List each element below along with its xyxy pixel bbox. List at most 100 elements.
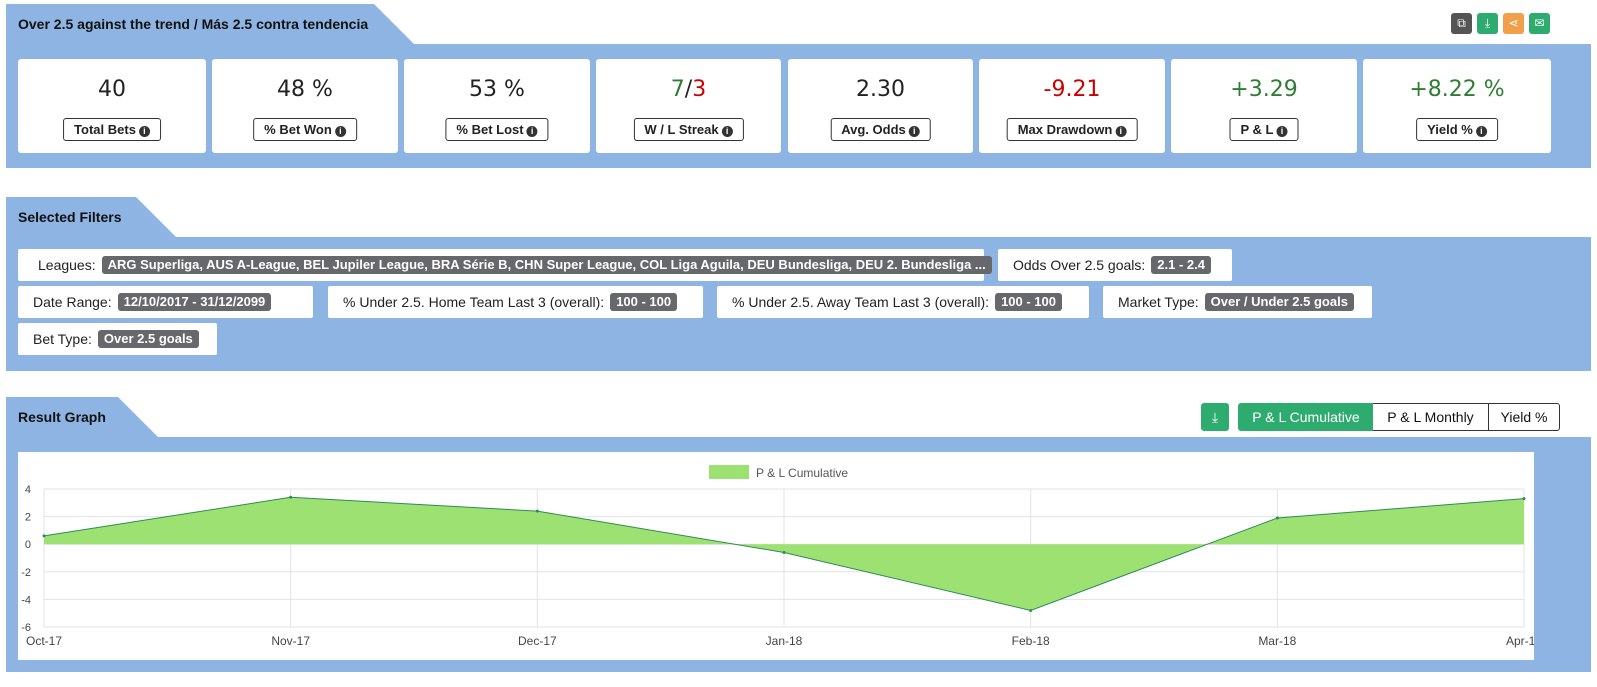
filter-odds-over-value: 2.1 - 2.4 bbox=[1151, 256, 1211, 274]
filter-leagues-value: ARG Superliga, AUS A-League, BEL Jupiler… bbox=[101, 256, 992, 274]
filter-market-type-value: Over / Under 2.5 goals bbox=[1204, 293, 1354, 311]
filters-panel: Leagues: ARG Superliga, AUS A-League, BEL… bbox=[6, 237, 1591, 371]
filter-under-away-label: % Under 2.5. Away Team Last 3 (overall): bbox=[732, 294, 990, 310]
data-point bbox=[1522, 497, 1526, 501]
data-point bbox=[289, 495, 293, 499]
y-tick-label: -4 bbox=[21, 594, 31, 606]
filter-bet-type: Bet Type: Over 2.5 goals bbox=[18, 323, 217, 355]
wl-streak-value: 7/3 bbox=[596, 77, 781, 102]
bet-lost-value: 53 % bbox=[469, 77, 525, 102]
y-tick-label: 4 bbox=[25, 484, 31, 496]
yield-button[interactable]: Yield % bbox=[1488, 403, 1560, 431]
x-tick-label: Oct-17 bbox=[26, 634, 62, 648]
x-tick-label: Nov-17 bbox=[271, 634, 310, 648]
bet-won-value: 48 % bbox=[277, 77, 333, 102]
filter-market-type-label: Market Type: bbox=[1118, 294, 1199, 310]
bet-lost-label: % Bet Lost bbox=[456, 122, 524, 137]
y-tick-label: 0 bbox=[25, 539, 31, 551]
stats-panel: 40 Total Bets i 48 %% Bet Won i 53 %% Bet Los… bbox=[6, 44, 1591, 168]
download-button[interactable]: ⤓ bbox=[1477, 13, 1498, 34]
pl-cumulative-button[interactable]: P & L Cumulative bbox=[1238, 403, 1374, 431]
filter-under-away-value: 100 - 100 bbox=[995, 293, 1062, 311]
mail-button[interactable]: ✉ bbox=[1529, 13, 1550, 34]
x-tick-label: Feb-18 bbox=[1012, 634, 1050, 648]
pl-value: +3.29 bbox=[1230, 77, 1298, 102]
avg-odds-value: 2.30 bbox=[856, 77, 905, 102]
filter-leagues: Leagues: ARG Superliga, AUS A-League, BEL… bbox=[18, 249, 992, 281]
data-point bbox=[1275, 516, 1279, 520]
win-streak: 7 bbox=[670, 77, 685, 102]
loss-streak: 3 bbox=[692, 77, 707, 102]
filter-date-range: Date Range: 12/10/2017 - 31/12/2099 bbox=[18, 286, 313, 318]
data-point bbox=[1029, 608, 1033, 612]
total-bets-value: 40 bbox=[98, 77, 126, 102]
pl-monthly-button[interactable]: P & L Monthly bbox=[1373, 403, 1489, 431]
total-bets-label-button[interactable]: Total Bets i bbox=[63, 118, 161, 141]
max-drawdown-value: -9.21 bbox=[1043, 77, 1101, 102]
info-icon[interactable]: i bbox=[1115, 126, 1127, 137]
pl-area bbox=[44, 497, 1524, 611]
download-icon: ⤓ bbox=[1211, 409, 1219, 425]
info-icon[interactable]: i bbox=[138, 126, 150, 137]
report-title: Over 2.5 against the trend / Más 2.5 con… bbox=[18, 16, 369, 32]
graph-tab: Result Graph bbox=[6, 397, 158, 437]
legend-label: P & L Cumulative bbox=[756, 466, 848, 480]
filter-bet-type-label: Bet Type: bbox=[33, 331, 92, 347]
filter-under-away: % Under 2.5. Away Team Last 3 (overall):… bbox=[717, 286, 1089, 318]
avg-odds-label: Avg. Odds bbox=[841, 122, 906, 137]
bet-won-card: 48 % % Bet Won i bbox=[212, 59, 398, 153]
info-icon[interactable]: i bbox=[1276, 126, 1288, 137]
copy-button[interactable]: ⧉ bbox=[1451, 13, 1472, 34]
total-bets-card: 40 Total Bets i bbox=[18, 59, 206, 153]
data-point bbox=[535, 509, 539, 513]
avg-odds-card: 2.30 Avg. Odds i bbox=[788, 59, 973, 153]
bet-won-label: % Bet Won bbox=[264, 122, 332, 137]
y-tick-label: -2 bbox=[21, 567, 31, 579]
chart-container: 4 2 0 -2 -4 -6 Oct-17 Nov-17 Dec-17 Jan-18 Feb-18 M… bbox=[18, 452, 1542, 660]
filter-date-range-value: 12/10/2017 - 31/12/2099 bbox=[117, 293, 272, 311]
info-icon[interactable]: i bbox=[721, 126, 733, 137]
y-tick-label: -6 bbox=[21, 622, 31, 634]
filter-leagues-label: Leagues: bbox=[38, 257, 96, 273]
x-tick-label: Dec-17 bbox=[518, 634, 557, 648]
avg-odds-label-button[interactable]: Avg. Odds i bbox=[830, 118, 931, 141]
max-drawdown-label-button[interactable]: Max Drawdown i bbox=[1006, 118, 1138, 141]
max-drawdown-card: -9.21 Max Drawdown i bbox=[979, 59, 1165, 153]
mail-icon: ✉ bbox=[1534, 16, 1545, 30]
filter-under-home-label: % Under 2.5. Home Team Last 3 (overall): bbox=[343, 294, 605, 310]
wl-streak-card: 7/3 W / L Streak i bbox=[596, 59, 781, 153]
data-point bbox=[42, 534, 46, 538]
yield-label-button[interactable]: Yield % i bbox=[1416, 118, 1498, 141]
filter-odds-over-label: Odds Over 2.5 goals: bbox=[1013, 257, 1146, 273]
wl-streak-label-button[interactable]: W / L Streak i bbox=[633, 118, 744, 141]
bet-lost-label-button[interactable]: % Bet Lost i bbox=[445, 118, 549, 141]
filter-under-home: % Under 2.5. Home Team Last 3 (overall):… bbox=[328, 286, 703, 318]
legend-swatch bbox=[709, 465, 749, 479]
yield-card: +8.22 % Yield % i bbox=[1363, 59, 1551, 153]
share-button[interactable]: ⋖ bbox=[1503, 13, 1524, 34]
data-point bbox=[782, 550, 786, 554]
graph-panel: 4 2 0 -2 -4 -6 Oct-17 Nov-17 Dec-17 Jan-18 Feb-18 M… bbox=[6, 437, 1591, 672]
filters-tab: Selected Filters bbox=[6, 197, 176, 237]
x-tick-label: Mar-18 bbox=[1258, 634, 1296, 648]
bet-won-label-button[interactable]: % Bet Won i bbox=[253, 118, 357, 141]
filter-bet-type-value: Over 2.5 goals bbox=[97, 330, 199, 348]
graph-download-button[interactable]: ⤓ bbox=[1201, 403, 1229, 431]
filter-date-range-label: Date Range: bbox=[33, 294, 112, 310]
info-icon[interactable]: i bbox=[1475, 126, 1487, 137]
x-tick-label: Apr-18 bbox=[1506, 634, 1534, 648]
wl-streak-label: W / L Streak bbox=[644, 122, 719, 137]
report-title-tab: Over 2.5 against the trend / Más 2.5 con… bbox=[6, 4, 414, 44]
info-icon[interactable]: i bbox=[908, 126, 920, 137]
graph-title: Result Graph bbox=[18, 409, 106, 425]
bet-lost-card: 53 % % Bet Lost i bbox=[404, 59, 590, 153]
x-tick-label: Jan-18 bbox=[766, 634, 803, 648]
yield-label: Yield % bbox=[1427, 122, 1473, 137]
info-icon[interactable]: i bbox=[526, 126, 538, 137]
total-bets-label: Total Bets bbox=[74, 122, 136, 137]
info-icon[interactable]: i bbox=[334, 126, 346, 137]
max-drawdown-label: Max Drawdown bbox=[1017, 122, 1113, 137]
